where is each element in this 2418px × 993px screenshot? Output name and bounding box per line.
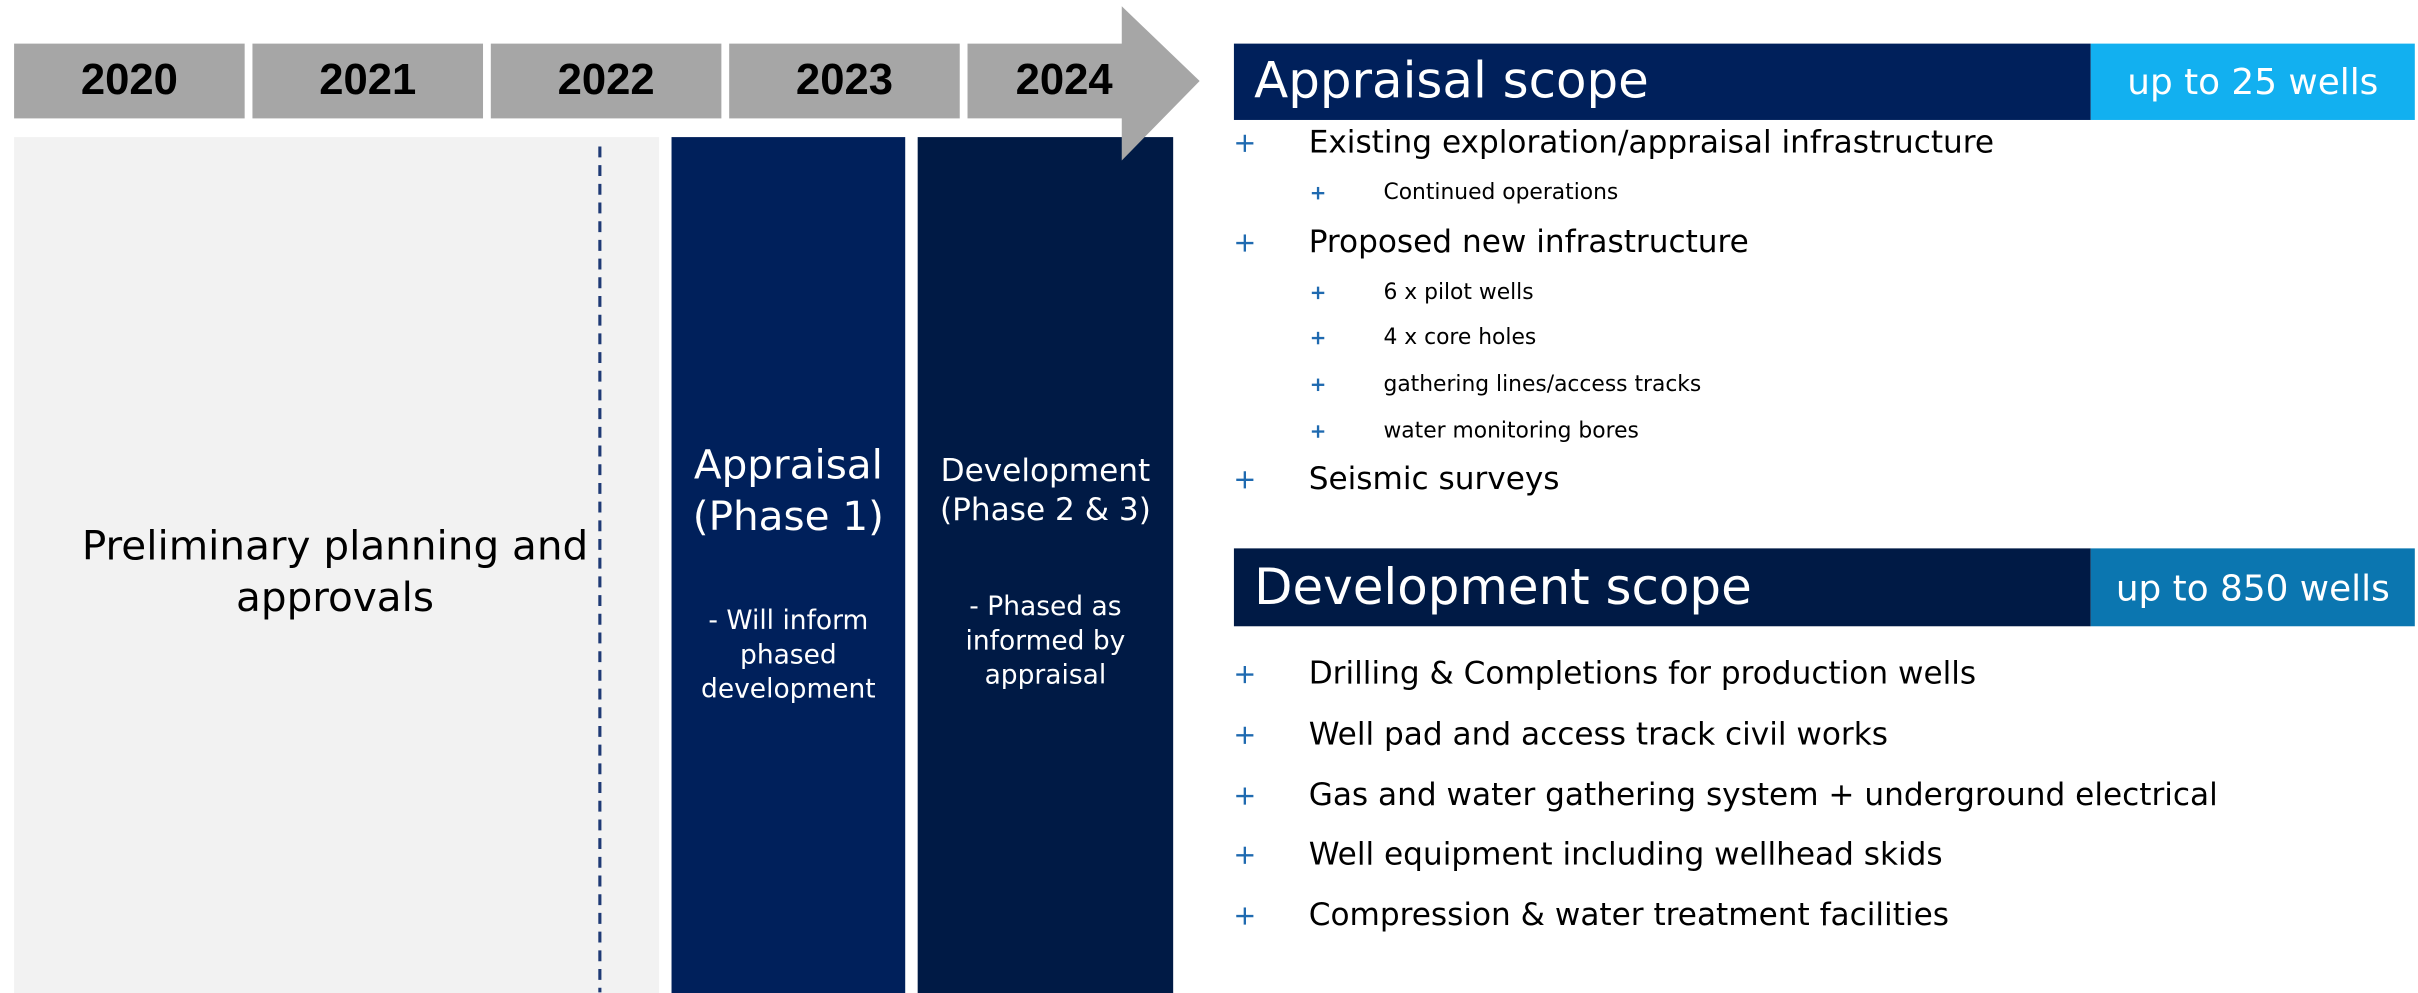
year-label: 2023 — [796, 56, 893, 104]
planning-panel — [14, 137, 660, 993]
development-header — [1233, 548, 2091, 627]
scope-item: Proposed new infrastructure — [1309, 224, 1749, 260]
appraisal-phase-note: phased — [740, 639, 837, 670]
scope-item: Continued operations — [1383, 180, 1618, 205]
scope-item: 4 x core holes — [1383, 325, 1536, 350]
appraisal-phase-note: development — [701, 674, 876, 705]
appraisal-badge-text: up to 25 wells — [2127, 62, 2378, 103]
scope-item: gathering lines/access tracks — [1383, 372, 1701, 397]
appraisal-title: Appraisal scope — [1254, 52, 1649, 110]
scope-item: water monitoring bores — [1383, 419, 1638, 444]
scope-item: 6 x pilot wells — [1383, 280, 1533, 305]
development-panel — [917, 137, 1174, 993]
development-phase-title: (Phase 2 & 3) — [940, 492, 1151, 528]
development-phase-note: appraisal — [985, 660, 1107, 691]
appraisal-panel — [671, 137, 906, 993]
content: 2020 2021 2022 2023 2024 Preliminary planning… — [81, 56, 2218, 933]
development-phase-note: informed by — [966, 625, 1126, 656]
appraisal-badge — [2090, 43, 2415, 120]
year-bar — [252, 43, 484, 119]
appraisal-phase-title: (Phase 1) — [693, 492, 884, 540]
scope-item: Seismic surveys — [1309, 461, 1560, 497]
appraisal-phase-title: Appraisal — [694, 440, 883, 488]
development-title: Development scope — [1254, 558, 1752, 616]
planning-text: Preliminary planning and — [82, 521, 588, 569]
year-bar — [729, 43, 960, 119]
year-label: 2021 — [319, 56, 416, 104]
scope-item: Existing exploration/appraisal infrastru… — [1309, 124, 1994, 160]
development-phase-title: Development — [941, 453, 1151, 489]
year-label: 2024 — [1016, 56, 1114, 104]
scope-item: Well equipment including wellhead skids — [1309, 836, 1943, 872]
scope-item: Gas and water gathering system + undergr… — [1309, 777, 2218, 813]
scope-item: Drilling & Completions for production we… — [1309, 656, 1976, 692]
year-label: 2020 — [81, 56, 178, 104]
appraisal-header — [1233, 43, 2091, 120]
development-badge — [2090, 548, 2415, 627]
development-badge-text: up to 850 wells — [2116, 568, 2390, 609]
appraisal-phase-note: - Will inform — [708, 605, 868, 636]
scope-item: Well pad and access track civil works — [1309, 716, 1888, 752]
planning-text: approvals — [236, 573, 434, 621]
year-arrow — [967, 6, 1200, 161]
year-bar — [490, 43, 722, 119]
year-bar — [14, 43, 245, 119]
scope-item: Compression & water treatment facilities — [1309, 897, 1949, 933]
development-phase-note: - Phased as — [969, 591, 1121, 622]
year-bars — [14, 6, 1200, 161]
year-label: 2022 — [558, 56, 655, 104]
